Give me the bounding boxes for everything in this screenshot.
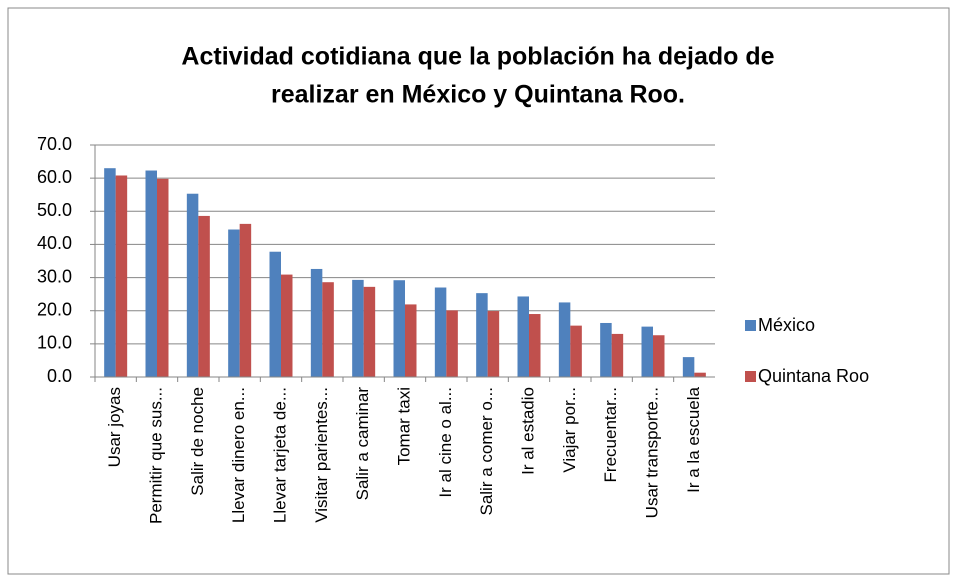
x-tick-label: Salir a caminar (353, 387, 372, 501)
bar (476, 293, 488, 377)
x-tick-label: Usar transporte... (642, 387, 661, 518)
y-tick-label: 50.0 (37, 200, 72, 220)
bar (281, 274, 293, 377)
x-tick-label: Ir al cine o al... (436, 387, 455, 498)
bar (641, 326, 653, 377)
bar (446, 310, 458, 377)
y-tick-label: 0.0 (47, 366, 72, 386)
x-tick-label: Ir a la escuela (684, 386, 703, 492)
bar (570, 325, 582, 377)
legend-label: Quintana Roo (758, 366, 869, 386)
bar (104, 168, 116, 377)
x-tick-label: Frecuentar... (601, 387, 620, 482)
x-tick-label: Salir a comer o... (477, 387, 496, 516)
bar (186, 193, 199, 377)
bar (310, 268, 323, 377)
chart-title: Actividad cotidiana que la población ha … (181, 43, 774, 71)
x-tick-label: Permitir que sus... (146, 387, 165, 524)
bar (600, 322, 612, 377)
bar (198, 215, 210, 377)
bar (363, 286, 376, 377)
x-tick-label: Ir al estadio (518, 387, 537, 475)
bar (529, 314, 541, 377)
bar (157, 178, 169, 377)
bar (393, 280, 405, 377)
bar (682, 357, 695, 377)
y-tick-label: 40.0 (37, 233, 72, 253)
bar (322, 282, 334, 377)
bar (228, 229, 240, 377)
x-tick-label: Llevar dinero en... (229, 387, 248, 523)
legend-label: México (758, 315, 815, 335)
bar (405, 304, 417, 377)
y-tick-label: 20.0 (37, 299, 72, 319)
y-tick-label: 30.0 (37, 266, 72, 286)
bar (517, 296, 529, 377)
bar (239, 223, 252, 377)
y-tick-label: 10.0 (37, 333, 72, 353)
x-tick-label: Usar joyas (105, 387, 124, 467)
bar (653, 335, 665, 377)
x-tick-label: Tomar taxi (394, 387, 413, 465)
x-tick-label: Salir de noche (188, 387, 207, 496)
y-tick-label: 70.0 (37, 134, 72, 154)
bar (694, 372, 706, 377)
bar (269, 251, 281, 377)
legend-swatch (745, 320, 756, 331)
bar (115, 175, 128, 377)
x-tick-label: Visitar parientes... (312, 387, 331, 523)
x-tick-label: Llevar tarjeta de... (270, 387, 289, 523)
bar (487, 311, 500, 377)
bar (558, 302, 571, 377)
bar (434, 287, 447, 377)
x-tick-label: Viajar por... (560, 387, 579, 473)
bar (352, 279, 364, 377)
bar (611, 333, 624, 377)
bar (145, 170, 157, 377)
y-tick-label: 60.0 (37, 167, 72, 187)
legend-swatch (745, 371, 756, 382)
chart-title: realizar en México y Quintana Roo. (271, 81, 685, 109)
